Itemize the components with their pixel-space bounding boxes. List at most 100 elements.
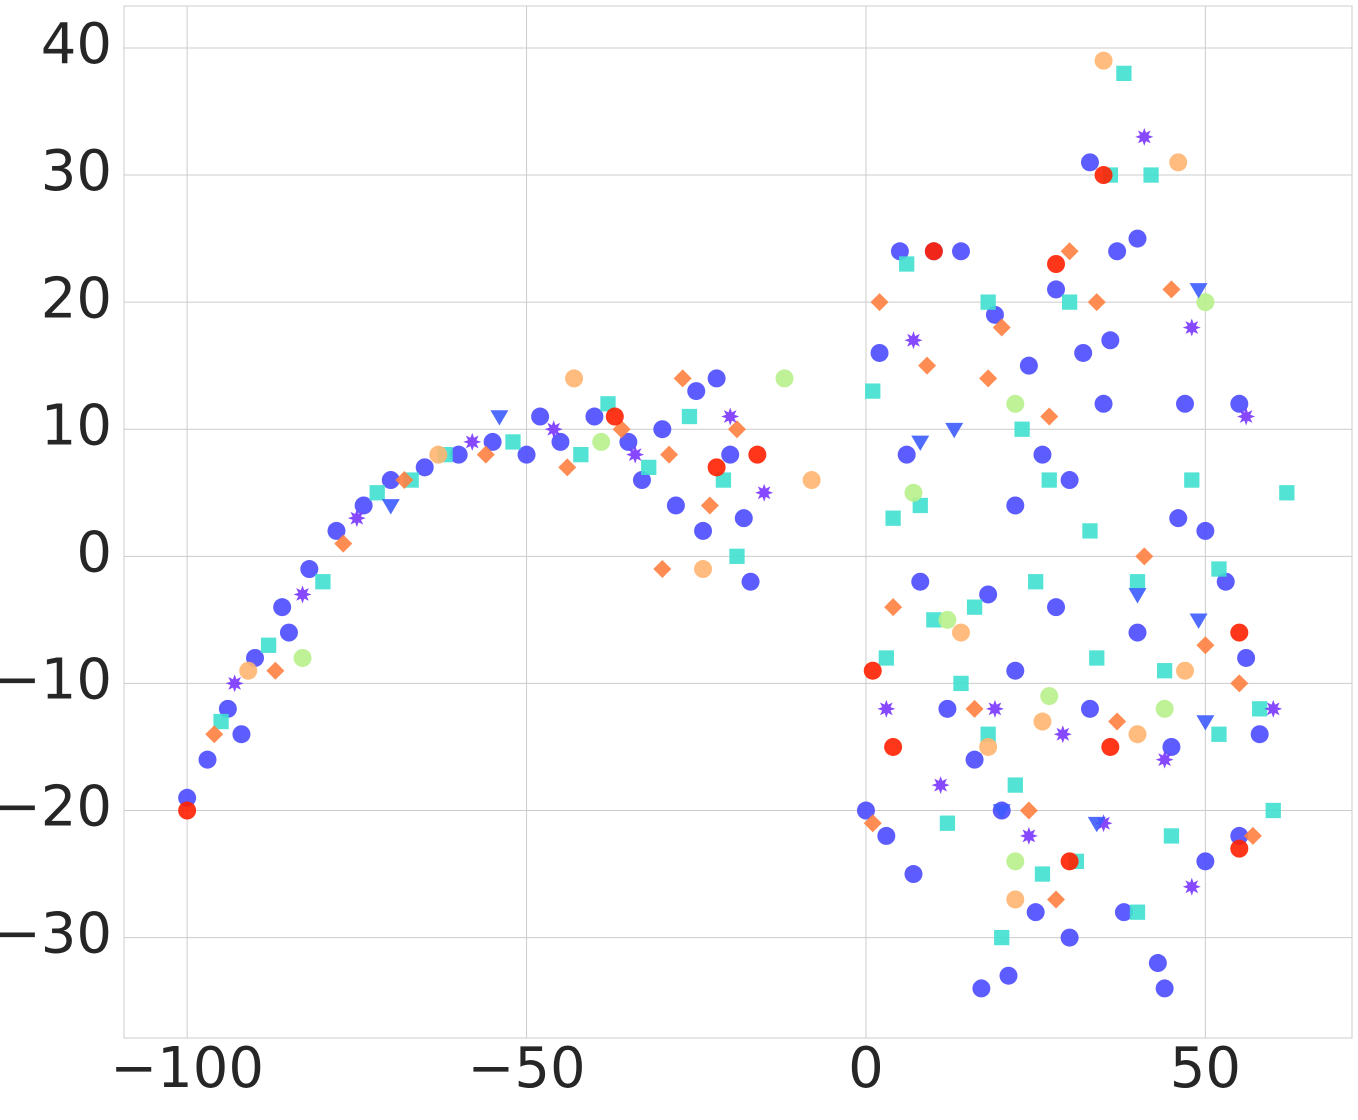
point xyxy=(1129,904,1146,920)
point xyxy=(1156,663,1173,679)
point xyxy=(551,432,570,451)
point xyxy=(1243,826,1262,845)
point xyxy=(985,305,1004,324)
point xyxy=(1184,472,1200,488)
point xyxy=(885,510,901,526)
point xyxy=(877,826,896,845)
point xyxy=(1250,725,1269,744)
point xyxy=(1176,661,1195,680)
point xyxy=(979,369,998,388)
point xyxy=(178,801,197,820)
point xyxy=(980,726,996,742)
point xyxy=(980,294,996,310)
point xyxy=(1087,293,1106,312)
point xyxy=(687,382,706,401)
point xyxy=(1279,485,1295,501)
point xyxy=(1060,928,1079,947)
point xyxy=(1114,903,1133,922)
point xyxy=(476,445,495,464)
point xyxy=(1196,521,1215,540)
point xyxy=(1060,852,1079,871)
point xyxy=(1053,725,1072,744)
point xyxy=(1162,280,1181,299)
point xyxy=(1087,816,1106,833)
point xyxy=(1082,523,1098,539)
point xyxy=(1162,737,1181,756)
point xyxy=(1033,712,1052,731)
point xyxy=(585,407,604,426)
point xyxy=(985,699,1004,718)
point xyxy=(1264,699,1283,718)
point xyxy=(213,713,229,730)
point xyxy=(1026,903,1045,922)
point xyxy=(1189,613,1208,629)
point xyxy=(218,699,237,718)
point xyxy=(953,675,969,692)
point xyxy=(912,497,928,514)
point xyxy=(707,369,726,388)
point xyxy=(1189,283,1208,299)
point xyxy=(1007,777,1023,793)
point xyxy=(1128,725,1147,744)
point xyxy=(979,737,998,756)
point xyxy=(741,572,760,591)
point xyxy=(354,496,373,515)
point xyxy=(1040,687,1059,706)
point xyxy=(1019,801,1038,820)
point xyxy=(273,598,292,617)
point xyxy=(721,407,740,426)
point xyxy=(1074,343,1093,362)
point xyxy=(979,585,998,604)
point xyxy=(232,725,251,744)
point xyxy=(1047,280,1066,299)
point xyxy=(994,929,1010,946)
point xyxy=(715,472,732,488)
point xyxy=(1135,547,1154,566)
point xyxy=(239,661,258,680)
point xyxy=(592,432,611,451)
point xyxy=(865,383,881,399)
point xyxy=(1196,293,1215,312)
point xyxy=(205,725,224,744)
point xyxy=(1128,229,1147,248)
point xyxy=(911,435,930,451)
point xyxy=(727,420,746,439)
point xyxy=(1080,153,1099,172)
point xyxy=(347,509,366,528)
point xyxy=(1094,394,1113,413)
point xyxy=(1041,472,1057,488)
point xyxy=(429,445,448,464)
point xyxy=(293,648,312,667)
point xyxy=(1182,877,1201,896)
point xyxy=(926,612,942,628)
point xyxy=(1028,574,1044,590)
point xyxy=(911,572,930,591)
x-tick-label: 0 xyxy=(848,1036,884,1101)
point xyxy=(619,432,638,451)
point xyxy=(449,445,468,464)
point xyxy=(972,979,991,998)
point xyxy=(334,534,353,553)
point xyxy=(1148,954,1167,973)
point xyxy=(558,458,577,477)
point xyxy=(293,585,312,604)
point xyxy=(1061,294,1078,310)
point xyxy=(1006,394,1025,413)
point xyxy=(381,499,400,515)
x-tick-label: −50 xyxy=(467,1036,585,1101)
point xyxy=(1089,650,1105,666)
point xyxy=(1019,356,1038,375)
y-tick-label: 40 xyxy=(41,12,112,77)
point xyxy=(653,560,672,579)
point xyxy=(605,407,624,426)
point xyxy=(1033,445,1052,464)
point xyxy=(381,471,400,490)
point xyxy=(483,432,502,451)
point xyxy=(1196,852,1215,871)
point xyxy=(938,699,957,718)
point xyxy=(1155,699,1174,718)
point xyxy=(878,650,894,666)
y-tick-label: 20 xyxy=(41,266,112,331)
point xyxy=(1252,701,1268,717)
point xyxy=(490,410,509,426)
